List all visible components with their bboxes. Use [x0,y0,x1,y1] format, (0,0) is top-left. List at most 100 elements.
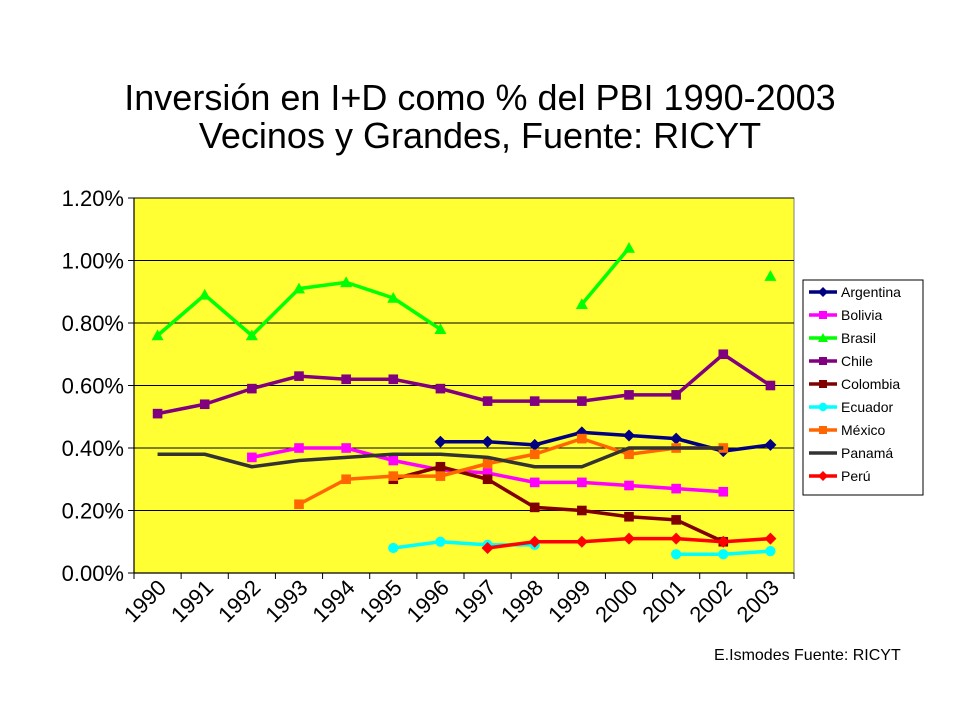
data-point [765,546,776,557]
series-line [580,246,631,306]
x-tick-label: 1996 [402,575,454,627]
data-point [294,371,304,381]
data-point [670,532,683,545]
series-line [298,436,724,506]
x-tick-label: 1991 [166,575,218,627]
data-point [624,511,634,522]
data-point [388,471,399,481]
legend-item: Chile [809,353,873,369]
legend-label: Brasil [841,330,876,346]
legend-marker [819,380,827,388]
data-point [575,298,588,310]
legend-item: México [809,422,886,438]
data-point [435,383,446,394]
data-point [482,458,493,469]
data-point [341,474,351,485]
data-point [340,276,353,288]
data-point [765,380,776,391]
data-point [623,532,635,545]
data-point [764,532,777,545]
data-point [199,399,210,410]
data-point [623,242,635,253]
data-point [341,443,351,453]
data-point [577,396,587,406]
data-point [529,396,540,406]
data-point [341,374,351,385]
x-tick-label: 1993 [260,575,312,627]
series-line [157,446,724,469]
legend-marker [818,471,828,481]
y-tick-label: 1.00% [62,249,124,274]
x-tick-label: 1998 [496,575,548,627]
legend-marker [818,333,828,342]
data-point [575,535,588,548]
source-note: E.Ismodes Fuente: RICYT [714,647,901,664]
legend-label: Colombia [841,376,900,392]
x-tick-label: 2003 [732,575,784,627]
data-point [293,282,305,294]
legend-item: Ecuador [809,399,893,415]
data-point [623,429,635,442]
legend-item: Panamá [809,445,893,461]
chart-subtitle: Vecinos y Grandes, Fuente: RICYT [198,115,762,156]
legend-marker [819,357,827,365]
data-point [481,542,494,554]
data-point [529,449,540,460]
y-tick-label: 0.00% [62,561,124,586]
x-tick-label: 1999 [543,575,595,627]
y-tick-label: 1.20% [62,186,124,211]
x-tick-label: 1990 [119,575,171,627]
data-point [435,536,446,547]
x-tick-label: 2000 [590,575,642,627]
data-point [151,329,164,341]
series-chile [152,349,776,419]
data-point [247,383,257,394]
data-point [718,486,729,497]
data-point [577,505,587,516]
x-tick-label: 1994 [307,575,359,627]
data-point [577,433,587,444]
data-point [435,471,446,481]
data-point [481,435,494,448]
legend-label: Panamá [841,445,893,461]
data-point [670,432,683,445]
y-tick-label: 0.20% [62,499,124,524]
data-point [247,452,257,463]
legend-item: Argentina [809,284,901,300]
y-tick-label: 0.60% [62,374,124,399]
x-tick-label: 1992 [213,575,265,627]
data-point [294,499,304,510]
data-point [435,461,446,472]
data-point [294,443,304,453]
series-brasil [151,242,777,341]
legend-label: Bolivia [841,307,882,323]
x-tick-label: 1995 [355,575,407,627]
legend: Argentina Bolivia Brasil Chile Colombia Ecuad… [802,279,924,496]
data-point [528,535,541,548]
x-tick-label: 2001 [637,575,689,627]
data-point [529,502,540,513]
data-point [198,288,211,300]
data-point [671,390,681,400]
data-point [482,474,493,485]
legend-item: Colombia [809,376,900,392]
x-tick-label: 2002 [685,575,737,627]
legend-marker [819,426,827,434]
data-point [434,323,447,335]
legend-label: Perú [841,468,871,484]
data-point [245,329,258,341]
legend-marker [818,287,828,297]
data-point [387,292,400,303]
chart-title: Inversión en I+D como % del PBI 1990-200… [124,77,836,118]
data-point [718,349,729,360]
legend-label: Ecuador [841,399,893,415]
series-line [157,352,772,416]
data-point [624,449,634,460]
data-point [671,549,682,560]
data-point [717,535,730,548]
legend-item: Brasil [809,330,876,346]
data-point [388,542,399,554]
data-point [764,270,777,281]
x-tick-label: 1997 [449,575,501,627]
